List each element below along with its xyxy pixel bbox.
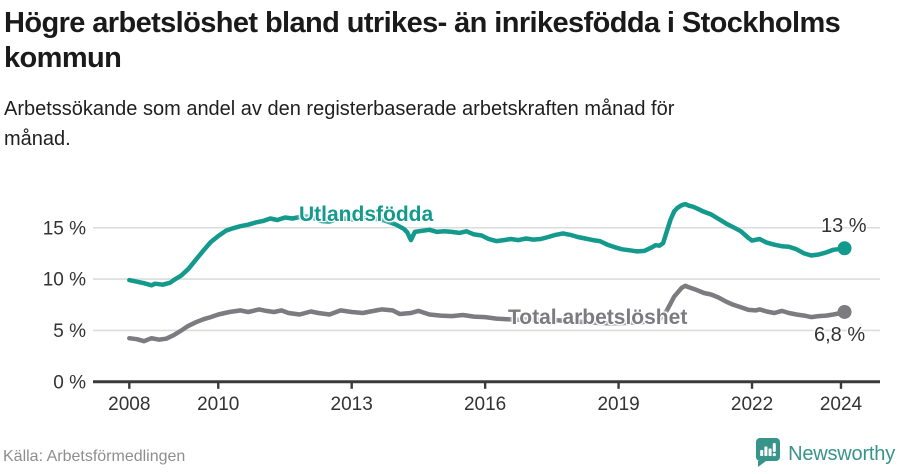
chart-title: Högre arbetslöshet bland utrikes- än inr… [4, 7, 841, 74]
svg-text:2022: 2022 [731, 394, 773, 415]
svg-text:2019: 2019 [597, 394, 639, 415]
svg-text:2010: 2010 [197, 394, 239, 415]
source-text: Källa: Arbetsförmedlingen [3, 448, 186, 465]
svg-text:10 %: 10 % [43, 270, 86, 291]
svg-text:0 %: 0 % [53, 372, 86, 393]
chart-svg: 0 % 5 % 10 % 15 % 2008 2010 2013 2016 2019 2022 20… [43, 201, 880, 415]
brand-wordmark: Newsworthy [788, 442, 895, 465]
svg-text:2016: 2016 [464, 394, 506, 415]
svg-text:2024: 2024 [820, 394, 863, 415]
end-value-total: 6,8 % [814, 324, 866, 346]
series-label-utlandsfodda: Utlandsfödda [299, 203, 434, 226]
newsworthy-icon [753, 437, 781, 472]
svg-text:2013: 2013 [331, 394, 373, 415]
line-chart: 0 % 5 % 10 % 15 % 2008 2010 2013 2016 2019 2022 20… [0, 160, 900, 425]
svg-text:2008: 2008 [108, 394, 150, 415]
svg-text:5 %: 5 % [53, 321, 86, 342]
brand-logo[interactable]: Newsworthy [753, 437, 895, 472]
end-value-utlandsfodda: 13 % [821, 215, 867, 237]
chart-subtitle: Arbetssökande som andel av den registerb… [4, 98, 675, 150]
svg-text:15 %: 15 % [43, 218, 86, 239]
series-label-total: Total arbetslöshet [508, 306, 688, 329]
